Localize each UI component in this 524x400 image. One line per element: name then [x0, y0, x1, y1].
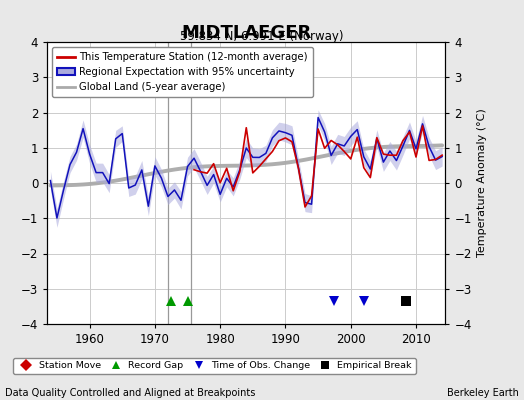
- Text: 59.834 N, 6.991 E (Norway): 59.834 N, 6.991 E (Norway): [180, 30, 344, 43]
- Y-axis label: Temperature Anomaly (°C): Temperature Anomaly (°C): [477, 109, 487, 257]
- Text: Berkeley Earth: Berkeley Earth: [447, 388, 519, 398]
- Legend: Station Move, Record Gap, Time of Obs. Change, Empirical Break: Station Move, Record Gap, Time of Obs. C…: [13, 358, 416, 374]
- Text: Data Quality Controlled and Aligned at Breakpoints: Data Quality Controlled and Aligned at B…: [5, 388, 256, 398]
- Title: MIDTLAEGER: MIDTLAEGER: [181, 24, 311, 42]
